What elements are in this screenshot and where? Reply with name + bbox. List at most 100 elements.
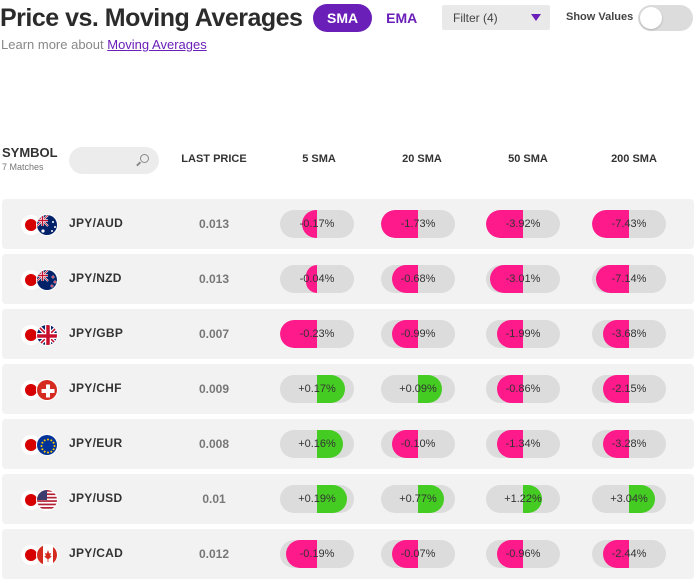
negative-bar (392, 430, 418, 458)
sma-200-value: -3.68% (611, 328, 647, 340)
sma-50-column-header[interactable]: 50 SMA (508, 153, 548, 165)
positive-bar (523, 485, 542, 513)
sma-5-pill[interactable]: +0.19% (280, 485, 354, 513)
sma-20-pill[interactable]: +0.09% (381, 375, 455, 403)
negative-bar (286, 540, 317, 568)
sma-200-pill[interactable]: -7.14% (592, 265, 666, 293)
sma-50-pill[interactable]: -1.34% (486, 430, 560, 458)
sma-5-value: -0.23% (299, 328, 335, 340)
sma-200-value: -2.15% (611, 383, 647, 395)
pair-symbol[interactable]: JPY/AUD (69, 216, 124, 230)
sma-5-column-header[interactable]: 5 SMA (302, 153, 336, 165)
last-price-value: 0.008 (198, 437, 230, 451)
sma-200-pill[interactable]: +3.04% (592, 485, 666, 513)
sma-50-value: -0.96% (505, 548, 541, 560)
sma-200-pill[interactable]: -2.44% (592, 540, 666, 568)
currency-flags (21, 379, 65, 401)
sma-20-pill[interactable]: -0.07% (381, 540, 455, 568)
negative-bar (486, 210, 523, 238)
learn-more-text: Learn more about Moving Averages (1, 37, 207, 52)
sma-200-pill[interactable]: -2.15% (592, 375, 666, 403)
symbol-column-header[interactable]: SYMBOL (2, 145, 58, 160)
sma-200-value: -7.14% (611, 273, 647, 285)
pair-symbol[interactable]: JPY/USD (69, 491, 123, 505)
sma-50-value: -1.34% (505, 438, 541, 450)
sma-20-value: +0.77% (399, 493, 437, 505)
caret-down-icon (531, 14, 541, 21)
sma-20-column-header[interactable]: 20 SMA (402, 153, 442, 165)
sma-50-pill[interactable]: -1.99% (486, 320, 560, 348)
sma-5-value: -0.04% (299, 273, 335, 285)
sma-20-pill[interactable]: -0.68% (381, 265, 455, 293)
moving-averages-link[interactable]: Moving Averages (107, 37, 207, 52)
negative-bar (603, 320, 629, 348)
swiss-flag-icon (36, 379, 58, 401)
pair-symbol[interactable]: JPY/CAD (69, 546, 124, 560)
sma-5-pill[interactable]: -0.17% (280, 210, 354, 238)
learn-more-prefix: Learn more about (1, 37, 108, 52)
sma-200-value: -7.43% (611, 218, 647, 230)
table-row[interactable]: JPY/NZD 0.013 -0.04% -0.68% -3.01% -7.14% (2, 254, 694, 304)
sma-200-value: -2.44% (611, 548, 647, 560)
table-row[interactable]: JPY/CHF 0.009 +0.17% +0.09% -0.86% -2.15% (2, 364, 694, 414)
sma-5-pill[interactable]: +0.16% (280, 430, 354, 458)
pair-symbol[interactable]: JPY/NZD (69, 271, 122, 285)
matches-count: 7 Matches (2, 162, 44, 172)
sma-20-pill[interactable]: +0.77% (381, 485, 455, 513)
sma-20-pill[interactable]: -0.99% (381, 320, 455, 348)
sma-20-value: -0.99% (400, 328, 436, 340)
show-values-toggle[interactable] (638, 5, 693, 31)
table-row[interactable]: JPY/CAD 0.012 -0.19% -0.07% -0.96% -2.44% (2, 529, 694, 579)
sma-50-pill[interactable]: +1.22% (486, 485, 560, 513)
currency-flags (21, 544, 65, 566)
sma-50-pill[interactable]: -0.86% (486, 375, 560, 403)
pair-symbol[interactable]: JPY/CHF (69, 381, 122, 395)
sma-5-pill[interactable]: -0.19% (280, 540, 354, 568)
negative-bar (596, 265, 629, 293)
sma-200-pill[interactable]: -3.68% (592, 320, 666, 348)
table-row[interactable]: JPY/AUD 0.013 -0.17% -1.73% -3.92% -7.43% (2, 199, 694, 249)
pair-symbol[interactable]: JPY/EUR (69, 436, 123, 450)
sma-5-value: +0.19% (298, 493, 336, 505)
negative-bar (392, 265, 418, 293)
filter-label: Filter (4) (453, 10, 498, 25)
negative-bar (280, 320, 317, 348)
sma-5-pill[interactable]: -0.23% (280, 320, 354, 348)
sma-20-pill[interactable]: -1.73% (381, 210, 455, 238)
sma-200-column-header[interactable]: 200 SMA (611, 153, 657, 165)
sma-5-value: -0.17% (299, 218, 335, 230)
last-price-value: 0.013 (198, 217, 230, 231)
sma-200-pill[interactable]: -3.28% (592, 430, 666, 458)
pair-symbol[interactable]: JPY/GBP (69, 326, 124, 340)
negative-bar (497, 540, 523, 568)
negative-bar (302, 210, 317, 238)
toggle-knob (640, 7, 662, 29)
last-price-column-header[interactable]: LAST PRICE (181, 153, 247, 165)
sma-200-pill[interactable]: -7.43% (592, 210, 666, 238)
last-price-value: 0.013 (198, 272, 230, 286)
eu-flag-icon (36, 434, 58, 456)
table-row[interactable]: JPY/GBP 0.007 -0.23% -0.99% -1.99% -3.68% (2, 309, 694, 359)
search-icon[interactable] (140, 154, 149, 163)
sma-5-pill[interactable]: +0.17% (280, 375, 354, 403)
sma-5-pill[interactable]: -0.04% (280, 265, 354, 293)
negative-bar (490, 265, 523, 293)
ema-tab[interactable]: EMA (386, 10, 418, 26)
negative-bar (603, 430, 629, 458)
table-row[interactable]: JPY/USD 0.01 +0.19% +0.77% +1.22% +3.04% (2, 474, 694, 524)
last-price-value: 0.007 (198, 327, 230, 341)
sma-50-pill[interactable]: -0.96% (486, 540, 560, 568)
currency-flags (21, 489, 65, 511)
negative-bar (603, 540, 629, 568)
sma-200-value: +3.04% (610, 493, 648, 505)
table-row[interactable]: JPY/EUR 0.008 +0.16% -0.10% -1.34% -3.28% (2, 419, 694, 469)
us-flag-icon (36, 489, 58, 511)
negative-bar (603, 375, 629, 403)
symbol-search-input[interactable] (69, 147, 159, 174)
sma-50-pill[interactable]: -3.01% (486, 265, 560, 293)
negative-bar (392, 540, 418, 568)
filter-dropdown[interactable]: Filter (4) (442, 5, 550, 30)
sma-50-pill[interactable]: -3.92% (486, 210, 560, 238)
sma-tab[interactable]: SMA (313, 4, 373, 32)
sma-20-pill[interactable]: -0.10% (381, 430, 455, 458)
